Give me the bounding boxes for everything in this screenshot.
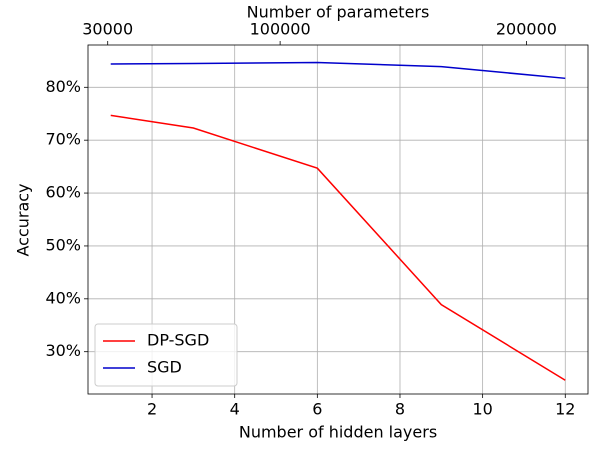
x2-tick-label: 100000: [250, 20, 311, 39]
y-tick-label: 40%: [45, 288, 81, 307]
legend: DP-SGD SGD: [94, 323, 238, 387]
x-tick-label: 6: [312, 400, 322, 419]
x2-tick-label: 200000: [496, 20, 557, 39]
series-line: [110, 114, 566, 381]
y-tick-label: 80%: [45, 77, 81, 96]
x-tick-label: 2: [147, 400, 157, 419]
x-tick-label: 10: [472, 400, 492, 419]
x-tick-label: 4: [230, 400, 240, 419]
y-tick-label: 60%: [45, 183, 81, 202]
y-tick-label: 50%: [45, 235, 81, 254]
x-tick-label: 8: [395, 400, 405, 419]
y-axis-label: Accuracy: [14, 183, 33, 256]
x2-tick-label: 30000: [82, 20, 133, 39]
x-tick-label: 12: [555, 400, 575, 419]
x2-axis-label: Number of parameters: [247, 3, 430, 22]
legend-box: [94, 323, 238, 387]
legend-label: SGD: [147, 358, 182, 377]
legend-label: DP-SGD: [147, 331, 209, 350]
series-line: [110, 61, 566, 80]
plot-frame: [87, 44, 589, 395]
y-tick-label: 30%: [45, 341, 81, 360]
y-tick-label: 70%: [45, 130, 81, 149]
x-axis-label: Number of hidden layers: [239, 423, 437, 442]
